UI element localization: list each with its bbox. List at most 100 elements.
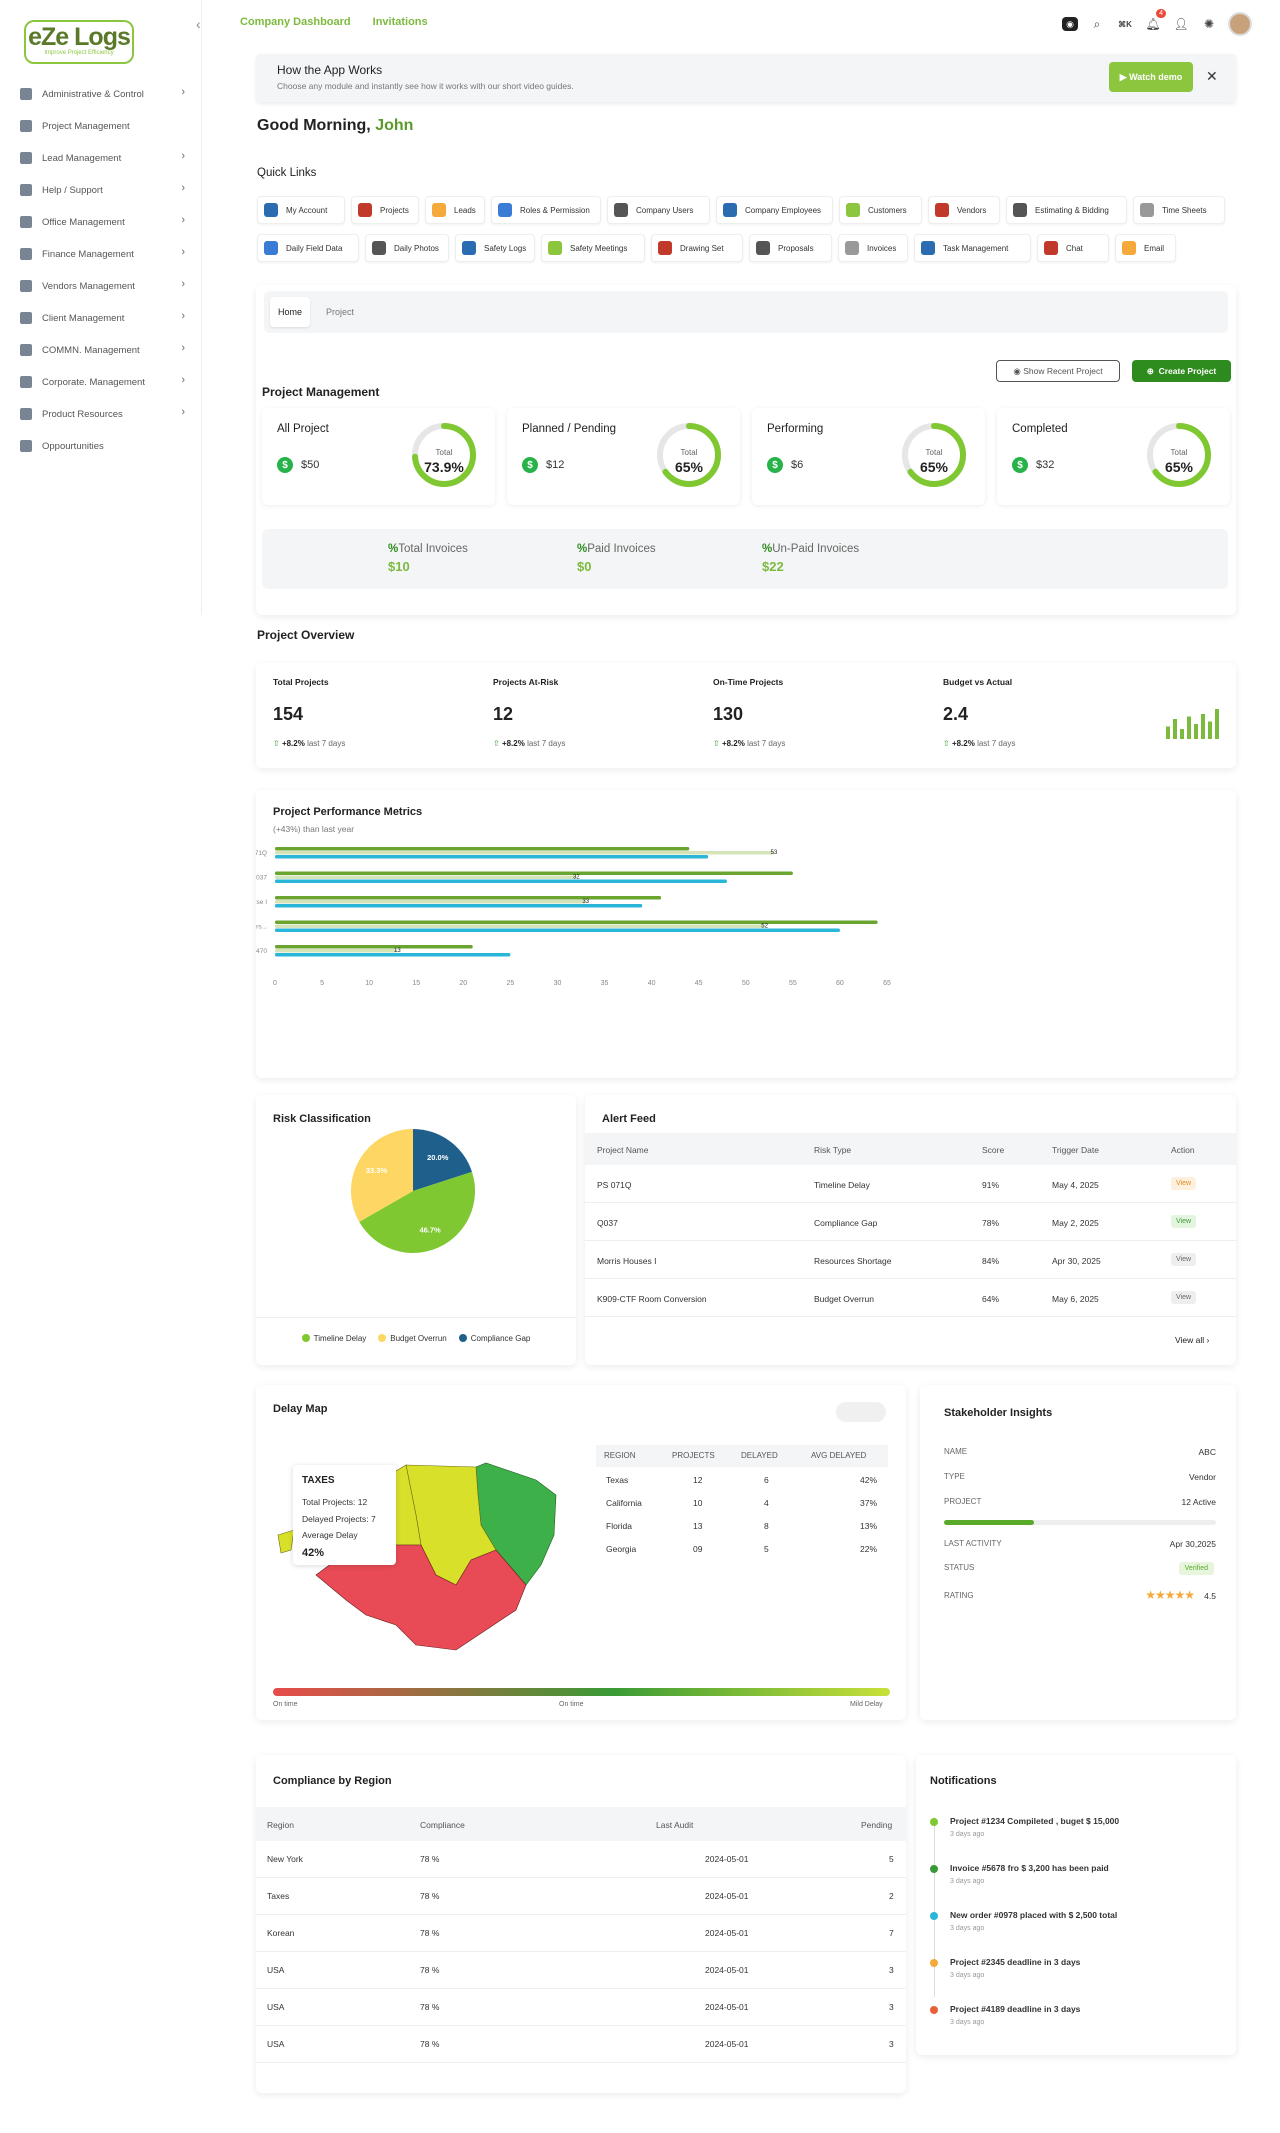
nav-invitations[interactable]: Invitations xyxy=(372,16,428,28)
settings-icon[interactable]: ✺ xyxy=(1203,17,1215,31)
sidebar-item-label: Help / Support xyxy=(42,184,103,196)
create-project-label: Create Project xyxy=(1158,366,1217,376)
sidebar-item[interactable]: Office Management › xyxy=(20,212,185,232)
nav-company-dashboard[interactable]: Company Dashboard xyxy=(240,16,351,28)
stat-amount: $50 xyxy=(301,459,320,471)
trend-value: +8.2% xyxy=(951,739,975,748)
quick-link[interactable]: Daily Field Data xyxy=(257,234,359,262)
collapse-sidebar-icon[interactable]: ‹ xyxy=(196,16,201,32)
menu-icon xyxy=(20,216,32,228)
quick-link[interactable]: My Account xyxy=(257,196,345,224)
audit-cell: 2024-05-01 xyxy=(705,1928,749,1938)
sidebar-item[interactable]: Lead Management › xyxy=(20,148,185,168)
project-name: K909-CTF Room Conversion xyxy=(597,1294,707,1304)
menu-icon xyxy=(20,440,32,452)
dollar-icon: $ xyxy=(1012,457,1028,473)
quick-link[interactable]: Company Employees xyxy=(716,196,833,224)
stat-card[interactable]: All Project $ $50 Total 73.9% xyxy=(262,408,495,505)
users-icon[interactable]: 👤︎ xyxy=(1173,17,1189,31)
create-project-button[interactable]: ⊕ Create Project xyxy=(1132,360,1231,382)
view-button[interactable]: View xyxy=(1171,1215,1197,1228)
view-button[interactable]: View xyxy=(1171,1177,1197,1190)
timeline-line xyxy=(934,1817,935,1997)
percent-icon: % xyxy=(577,543,588,555)
map-toggle[interactable] xyxy=(836,1402,886,1422)
sidebar-item-label: Client Management xyxy=(42,312,125,324)
top-icons: ◉ ⌕ ⌘K 🔔︎ 4 👤︎ ✺ xyxy=(1062,9,1252,36)
quick-link[interactable]: Safety Logs xyxy=(455,234,535,262)
watch-demo-button[interactable]: ▶ Watch demo xyxy=(1109,62,1193,92)
ring-value: 65% xyxy=(1164,459,1194,475)
menu-icon xyxy=(20,248,32,260)
quick-link[interactable]: Estimating & Bidding xyxy=(1006,196,1127,224)
menu-icon xyxy=(20,152,32,164)
stat-card[interactable]: Completed $ $32 Total 65% xyxy=(997,408,1230,505)
quick-link[interactable]: Roles & Permission xyxy=(491,196,601,224)
sidebar-item[interactable]: Vendors Management › xyxy=(20,276,185,296)
x-tick-label: 25 xyxy=(506,980,514,987)
sidebar-item[interactable]: Product Resources › xyxy=(20,404,185,424)
quick-link-icon xyxy=(548,241,562,255)
ring-fill xyxy=(902,423,966,487)
sidebar-item[interactable]: Project Management xyxy=(20,116,185,136)
quick-link[interactable]: Invoices xyxy=(838,234,908,262)
quick-link[interactable]: Email xyxy=(1115,234,1176,262)
region-cell: Georgia xyxy=(606,1544,637,1554)
close-icon[interactable]: ✕ xyxy=(1206,68,1218,84)
tab-project[interactable]: Project xyxy=(326,307,355,317)
quick-link[interactable]: Company Users xyxy=(607,196,710,224)
tab-home[interactable]: Home xyxy=(270,297,310,327)
sparkline-bar xyxy=(1215,709,1219,739)
show-recent-project-button[interactable]: ◉ Show Recent Project xyxy=(996,360,1120,382)
quick-link[interactable]: Chat xyxy=(1037,234,1109,262)
avatar[interactable] xyxy=(1228,12,1252,36)
map-tooltip: TAXES Total Projects: 12 Delayed Project… xyxy=(293,1465,396,1565)
sidebar-item[interactable]: Client Management › xyxy=(20,308,185,328)
legend-item[interactable]: Compliance Gap xyxy=(458,1334,530,1343)
sidebar-item[interactable]: Oppourtunities xyxy=(20,436,185,456)
quick-link[interactable]: Time Sheets xyxy=(1133,196,1225,224)
quick-link[interactable]: Daily Photos xyxy=(365,234,449,262)
chart-title: Risk Classification xyxy=(273,1113,371,1125)
view-button[interactable]: View xyxy=(1171,1291,1197,1304)
quick-link[interactable]: Projects xyxy=(351,196,419,224)
quick-link-label: Vendors xyxy=(957,205,987,215)
sidebar-item[interactable]: Finance Management › xyxy=(20,244,185,264)
stat-card[interactable]: Planned / Pending $ $12 Total 65% xyxy=(507,408,740,505)
ring-fill xyxy=(412,423,476,487)
score: 91% xyxy=(982,1180,1000,1190)
quick-link[interactable]: Proposals xyxy=(749,234,832,262)
quick-link[interactable]: Task Management xyxy=(914,234,1031,262)
region-cell: Florida xyxy=(606,1521,632,1531)
compliance-cell: 78 % xyxy=(420,2002,440,2012)
field-value: Apr 30,2025 xyxy=(1169,1539,1216,1549)
x-tick-label: 20 xyxy=(459,980,467,987)
sidebar-item[interactable]: Administrative & Control › xyxy=(20,84,185,104)
sidebar-item[interactable]: Corporate. Management › xyxy=(20,372,185,392)
logo[interactable]: eZe Logs Improve Project Efficiency xyxy=(24,20,134,64)
view-button[interactable]: View xyxy=(1171,1253,1197,1266)
delayed-cell: 8 xyxy=(764,1521,769,1531)
legend-item[interactable]: Timeline Delay xyxy=(301,1334,366,1343)
pending-cell: 3 xyxy=(889,2002,894,2012)
quick-link[interactable]: Safety Meetings xyxy=(541,234,645,262)
menu-icon xyxy=(20,344,32,356)
menu-icon xyxy=(20,408,32,420)
view-all-link[interactable]: View all › xyxy=(1175,1335,1209,1345)
sidebar-item[interactable]: Help / Support › xyxy=(20,180,185,200)
project-name: PS 071Q xyxy=(597,1180,632,1190)
trend-period: last 7 days xyxy=(307,739,346,748)
search-icon[interactable]: ⌕ xyxy=(1093,16,1101,31)
shortcut-icon[interactable]: ⌘K xyxy=(1118,19,1132,29)
quick-link[interactable]: Drawing Set xyxy=(651,234,743,262)
menu-icon xyxy=(20,120,32,132)
sparkline-bar xyxy=(1173,719,1177,739)
sidebar-item[interactable]: COMMN. Management › xyxy=(20,340,185,360)
quick-link[interactable]: Customers xyxy=(839,196,922,224)
quick-link[interactable]: Vendors xyxy=(928,196,1000,224)
bell-icon[interactable]: 🔔︎ 4 xyxy=(1144,9,1166,33)
legend-item[interactable]: Budget Overrun xyxy=(378,1334,447,1343)
camera-icon[interactable]: ◉ xyxy=(1062,17,1078,31)
quick-link[interactable]: Leads xyxy=(425,196,485,224)
stat-card[interactable]: Performing $ $6 Total 65% xyxy=(752,408,985,505)
